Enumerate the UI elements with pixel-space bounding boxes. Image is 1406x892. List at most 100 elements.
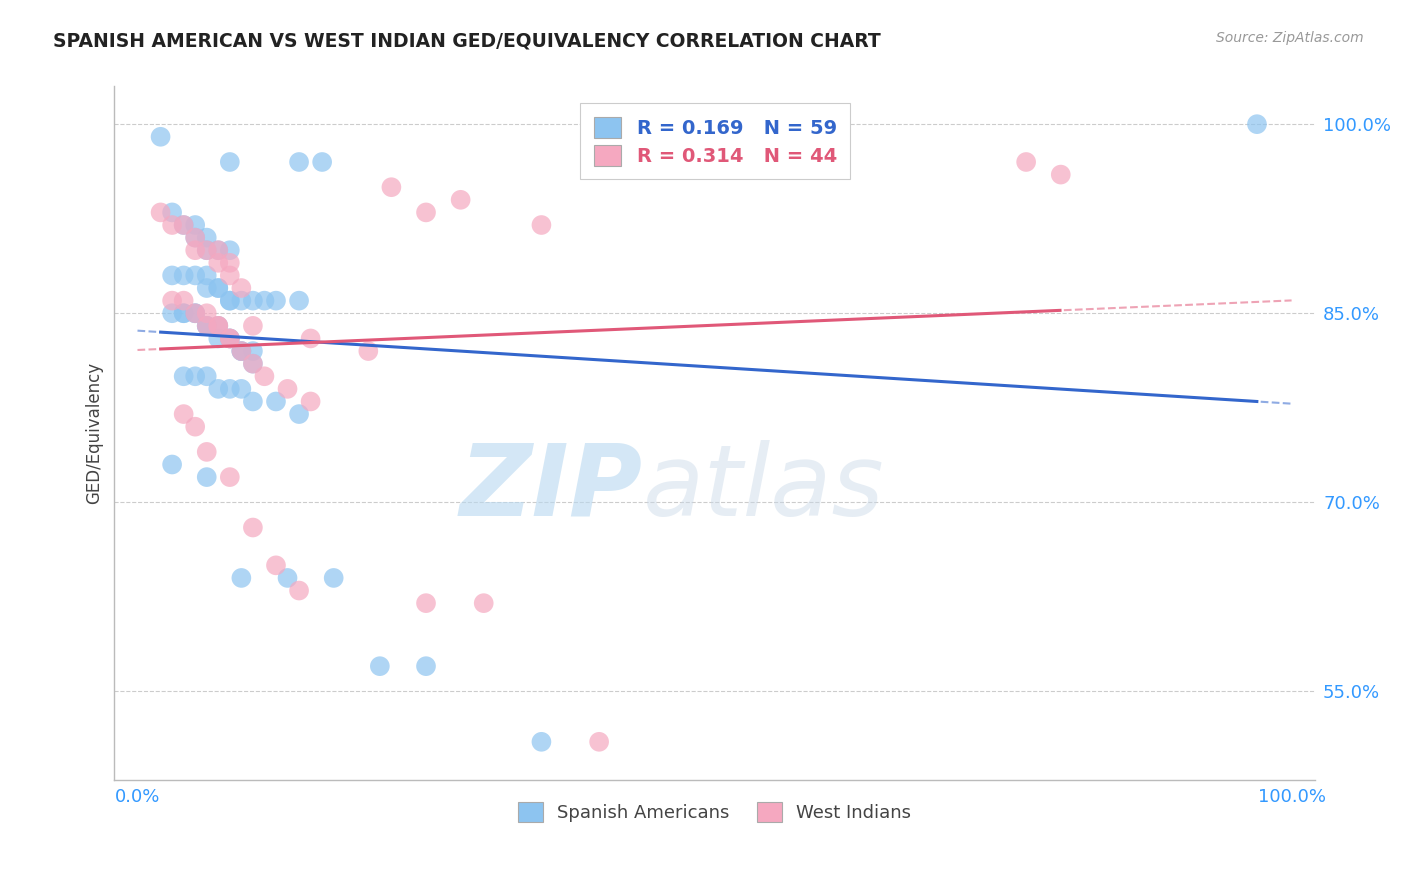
Point [1015,155,1038,169]
Point [1049,168,1071,182]
Point [173,369,195,384]
Point [195,306,218,320]
Point [530,218,553,232]
Point [207,244,229,258]
Point [472,596,495,610]
Point [231,344,253,359]
Point [218,331,240,345]
Point [160,458,183,472]
Point [173,407,195,421]
Point [184,419,207,434]
Point [218,244,240,258]
Point [242,293,264,308]
Point [299,394,322,409]
Point [207,318,229,333]
Point [160,268,183,283]
Point [231,281,253,295]
Legend: Spanish Americans, West Indians: Spanish Americans, West Indians [506,791,922,833]
Point [195,244,218,258]
Y-axis label: GED/Equivalency: GED/Equivalency [86,362,103,504]
Point [450,193,472,207]
Point [242,357,264,371]
Point [160,293,183,308]
Point [218,331,240,345]
Point [530,735,553,749]
Point [184,218,207,232]
Point [231,571,253,585]
Point [231,382,253,396]
Point [160,218,183,232]
Point [218,470,240,484]
Point [207,318,229,333]
Point [231,344,253,359]
Point [242,357,264,371]
Point [184,306,207,320]
Point [173,268,195,283]
Point [218,293,240,308]
Point [288,407,311,421]
Text: Source: ZipAtlas.com: Source: ZipAtlas.com [1216,31,1364,45]
Point [253,293,276,308]
Point [173,218,195,232]
Point [184,230,207,244]
Point [231,344,253,359]
Text: SPANISH AMERICAN VS WEST INDIAN GED/EQUIVALENCY CORRELATION CHART: SPANISH AMERICAN VS WEST INDIAN GED/EQUI… [53,31,882,50]
Point [288,155,311,169]
Point [195,230,218,244]
Point [415,205,437,219]
Point [195,281,218,295]
Point [242,394,264,409]
Point [242,344,264,359]
Point [264,558,287,573]
Point [184,369,207,384]
Point [207,281,229,295]
Point [299,331,322,345]
Point [195,244,218,258]
Point [184,244,207,258]
Point [195,318,218,333]
Point [173,306,195,320]
Text: atlas: atlas [643,440,884,537]
Point [264,394,287,409]
Point [242,318,264,333]
Point [195,369,218,384]
Point [1246,117,1268,131]
Point [184,306,207,320]
Point [160,306,183,320]
Point [588,735,610,749]
Point [231,293,253,308]
Point [160,205,183,219]
Point [276,382,298,396]
Point [218,382,240,396]
Point [218,268,240,283]
Point [380,180,402,194]
Point [195,268,218,283]
Point [207,256,229,270]
Point [311,155,333,169]
Point [288,583,311,598]
Point [218,256,240,270]
Point [207,281,229,295]
Point [184,230,207,244]
Point [218,293,240,308]
Point [368,659,391,673]
Point [149,205,172,219]
Point [415,659,437,673]
Point [415,596,437,610]
Point [357,344,380,359]
Point [218,331,240,345]
Point [253,369,276,384]
Point [195,318,218,333]
Point [207,382,229,396]
Point [322,571,344,585]
Point [207,244,229,258]
Point [173,218,195,232]
Point [276,571,298,585]
Point [207,331,229,345]
Point [264,293,287,308]
Point [195,470,218,484]
Point [218,331,240,345]
Point [288,293,311,308]
Point [173,306,195,320]
Point [242,520,264,534]
